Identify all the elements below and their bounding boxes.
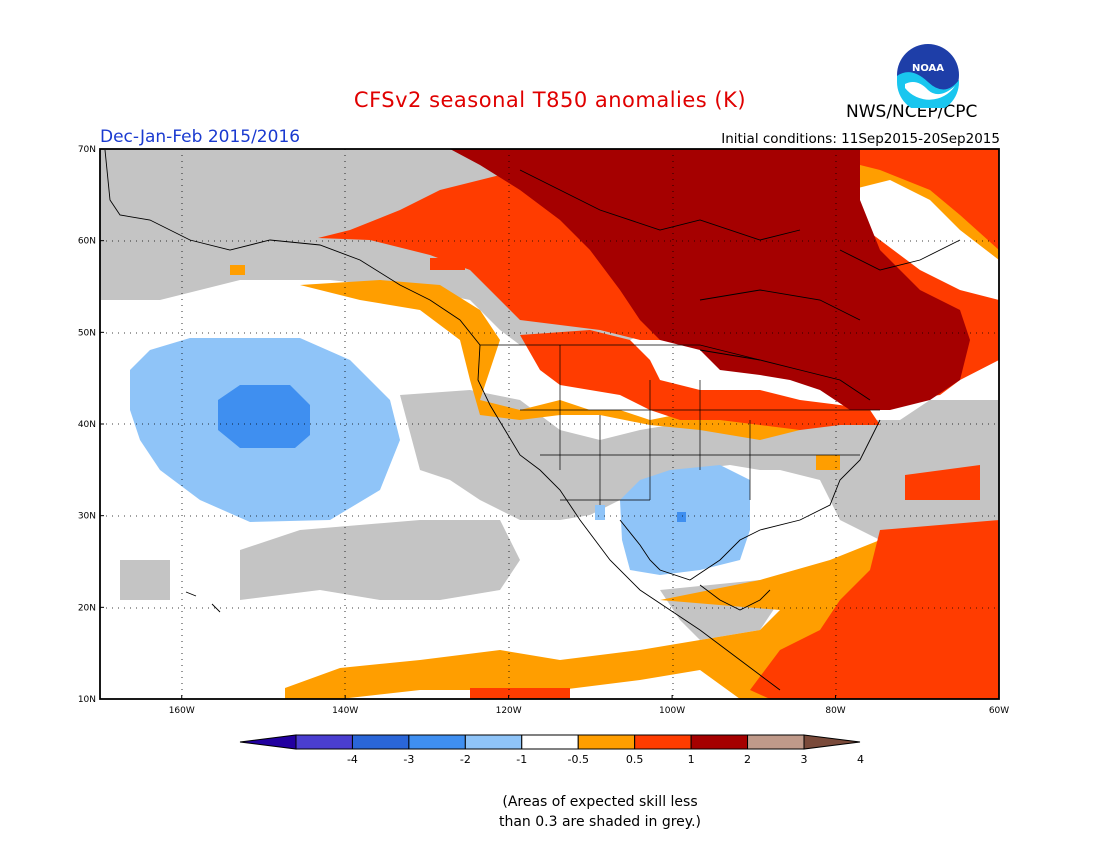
colorbar-label-7: 2 — [744, 753, 751, 766]
skill-note-line2: than 0.3 are shaded in grey.) — [498, 814, 701, 830]
initial-conditions: Initial conditions: 11Sep2015-20Sep2015 — [721, 131, 1000, 147]
lon-label-1: 140W — [332, 706, 358, 716]
lat-label-3: 40N — [78, 420, 96, 430]
latitude-labels: 70N 60N 50N 40N 30N 20N 10N — [78, 145, 104, 705]
skill-note: (Areas of expected skill less than 0.3 a… — [0, 792, 1100, 832]
colorbar-box-0 — [295, 734, 353, 750]
anomaly-dark-red-regions — [450, 149, 970, 410]
colorbar-label-6: 1 — [688, 753, 695, 766]
lon-label-3: 100W — [659, 706, 685, 716]
colorbar-label-0: -4 — [347, 753, 358, 766]
lon-label-4: 80W — [825, 706, 845, 716]
colorbar-label-9: 4 — [857, 753, 864, 766]
colorbar-box-6 — [634, 734, 692, 750]
longitude-labels: 160W 140W 120W 100W 80W 60W — [169, 695, 1009, 716]
colorbar-box-1 — [351, 734, 410, 750]
lon-label-5: 60W — [989, 706, 1009, 716]
lat-label-5: 20N — [78, 603, 96, 613]
colorbar-low-arrow — [239, 734, 297, 750]
colorbar-label-2: -2 — [460, 753, 471, 766]
skill-note-line1: (Areas of expected skill less — [502, 794, 698, 810]
colorbar-box-4 — [521, 734, 579, 750]
colorbar-box-5 — [577, 734, 636, 750]
state-borders — [480, 344, 880, 505]
lat-label-4: 30N — [78, 512, 96, 522]
colorbar-label-5: 0.5 — [626, 753, 644, 766]
logo-text: NOAA — [912, 63, 944, 74]
colorbar-box-2 — [408, 734, 466, 750]
lat-label-0: 70N — [78, 145, 96, 155]
anomaly-mid-blue-regions — [218, 385, 686, 522]
lon-label-0: 160W — [169, 706, 195, 716]
lon-label-2: 120W — [496, 706, 522, 716]
colorbar-label-8: 3 — [801, 753, 808, 766]
colorbar-box-7 — [690, 734, 749, 750]
forecast-period: Dec-Jan-Feb 2015/2016 — [100, 127, 301, 147]
colorbar-label-1: -3 — [403, 753, 414, 766]
lat-label-2: 50N — [78, 328, 96, 338]
noaa-logo-icon: NOAA — [897, 44, 959, 108]
map-plot-area — [100, 149, 999, 699]
lat-label-1: 60N — [78, 237, 96, 247]
colorbar: -4 -3 -2 -1 -0.5 0.5 1 2 3 4 — [239, 734, 864, 766]
colorbar-high-arrow — [803, 734, 861, 750]
colorbar-label-4: -0.5 — [567, 753, 588, 766]
map-title: CFSv2 seasonal T850 anomalies (K) — [353, 88, 747, 112]
colorbar-box-8 — [747, 734, 805, 750]
coastlines — [104, 149, 961, 691]
lat-label-6: 10N — [78, 695, 96, 705]
colorbar-box-3 — [464, 734, 523, 750]
colorbar-label-3: -1 — [516, 753, 527, 766]
